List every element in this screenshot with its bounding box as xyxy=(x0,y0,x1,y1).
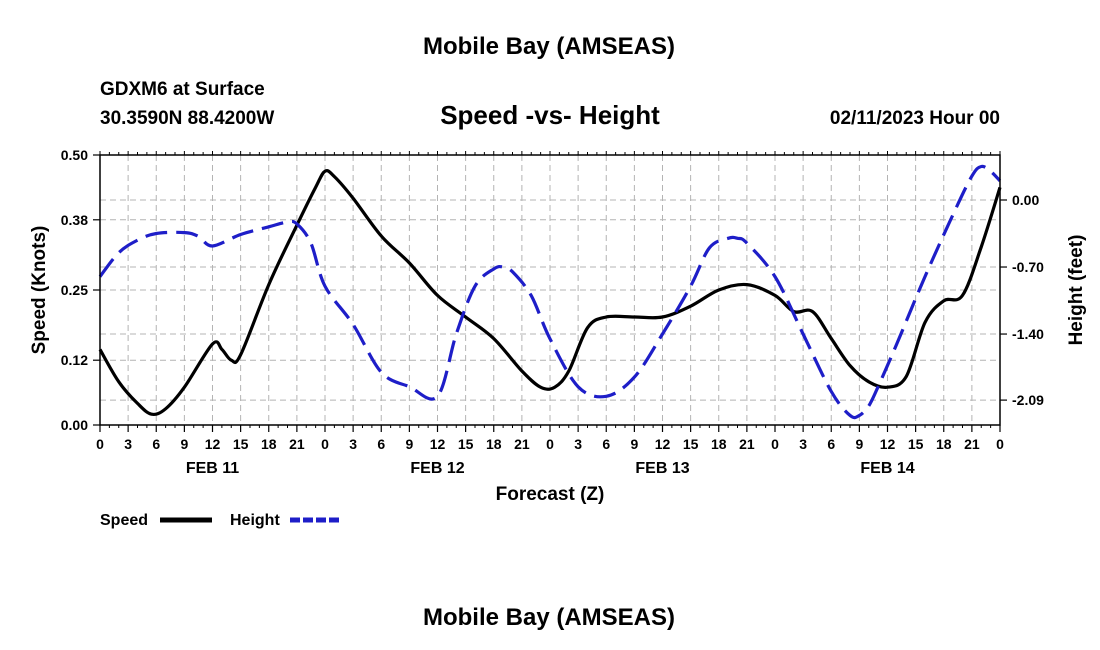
x-axis-title: Forecast (Z) xyxy=(496,484,605,505)
y-tick-label: 0.25 xyxy=(61,282,88,298)
y-tick-label: 0.00 xyxy=(61,417,88,433)
x-tick-label: 3 xyxy=(574,436,582,452)
x-tick-label: 0 xyxy=(996,436,1004,452)
x-tick-label: 9 xyxy=(855,436,863,452)
date-label: FEB 14 xyxy=(860,460,914,477)
y2-axis-title: Height (feet) xyxy=(1066,235,1087,346)
x-tick-label: 0 xyxy=(546,436,554,452)
x-tick-label: 21 xyxy=(289,436,305,452)
x-tick-label: 0 xyxy=(771,436,779,452)
date-label: FEB 13 xyxy=(635,460,689,477)
y-tick-label: 0.50 xyxy=(61,147,88,163)
x-tick-label: 3 xyxy=(799,436,807,452)
x-tick-label: 18 xyxy=(261,436,277,452)
x-tick-label: 12 xyxy=(880,436,896,452)
x-tick-label: 21 xyxy=(739,436,755,452)
series-group xyxy=(98,164,1002,420)
x-tick-label: 9 xyxy=(405,436,413,452)
x-tick-label: 18 xyxy=(711,436,727,452)
x-tick-label: 12 xyxy=(430,436,446,452)
x-tick-label: 21 xyxy=(514,436,530,452)
series-line-speed xyxy=(98,169,1002,417)
x-tick-label: 15 xyxy=(233,436,249,452)
y2-tick-label: -1.40 xyxy=(1012,326,1044,342)
legend: Speed Height xyxy=(100,512,342,529)
station-label: GDXM6 at Surface xyxy=(100,79,265,100)
x-tick-label: 12 xyxy=(205,436,221,452)
coordinates-label: 30.3590N 88.4200W xyxy=(100,108,274,129)
datetime-label: 02/11/2023 Hour 00 xyxy=(830,108,1000,129)
x-tick-label: 21 xyxy=(964,436,980,452)
y2-tick-label: -0.70 xyxy=(1012,259,1044,275)
y-tick-label: 0.12 xyxy=(61,352,88,368)
x-tick-label: 6 xyxy=(827,436,835,452)
x-tick-label: 15 xyxy=(683,436,699,452)
second-figure-title: Mobile Bay (AMSEAS) xyxy=(423,604,675,631)
y-tick-label: 0.38 xyxy=(61,212,88,228)
legend-label-speed: Speed xyxy=(100,512,148,529)
axes: 0 3 6 9 12 15 18 21 0 3 6 9 12 15 18 21 0 3 6 9 12 15 18 21 0 3 6 9… xyxy=(61,147,1044,477)
x-tick-label: 0 xyxy=(321,436,329,452)
chart-title: Speed -vs- Height xyxy=(440,100,660,130)
series-line-height xyxy=(98,164,1002,420)
legend-label-height: Height xyxy=(230,512,280,529)
x-tick-label: 9 xyxy=(180,436,188,452)
x-tick-label: 18 xyxy=(486,436,502,452)
y-axis-title: Speed (Knots) xyxy=(29,226,50,355)
grid xyxy=(100,155,1000,425)
y2-tick-label: 0.00 xyxy=(1012,192,1039,208)
x-tick-label: 3 xyxy=(124,436,132,452)
date-label: FEB 11 xyxy=(186,460,239,477)
x-tick-label: 15 xyxy=(458,436,474,452)
x-tick-label: 0 xyxy=(96,436,104,452)
date-label: FEB 12 xyxy=(410,460,464,477)
x-tick-label: 6 xyxy=(152,436,160,452)
x-tick-label: 18 xyxy=(936,436,952,452)
x-tick-label: 9 xyxy=(630,436,638,452)
figure-title: Mobile Bay (AMSEAS) xyxy=(423,33,675,60)
x-tick-label: 6 xyxy=(377,436,385,452)
x-tick-label: 6 xyxy=(602,436,610,452)
x-tick-label: 3 xyxy=(349,436,357,452)
x-tick-label: 12 xyxy=(655,436,671,452)
x-tick-label: 15 xyxy=(908,436,924,452)
y2-tick-label: -2.09 xyxy=(1012,392,1044,408)
